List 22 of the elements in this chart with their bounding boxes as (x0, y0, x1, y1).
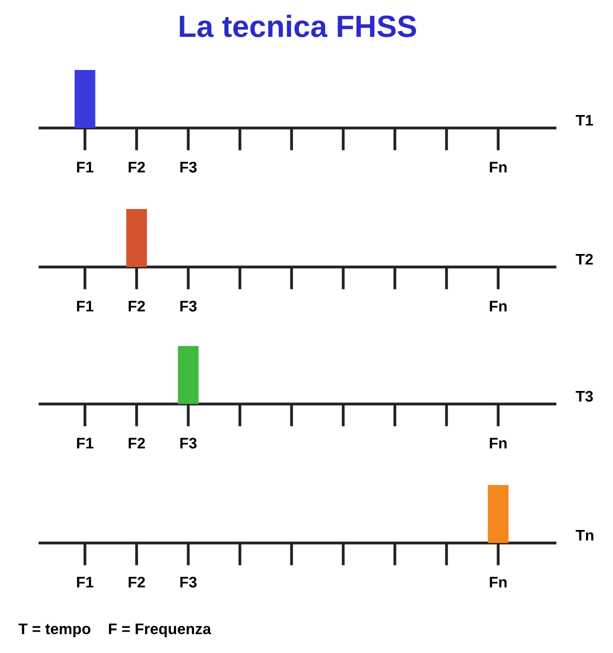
x-tick-label: F2 (128, 576, 145, 588)
x-tick-label: Fn (490, 576, 507, 588)
x-tick-label: F1 (77, 300, 94, 312)
y-axis-title: Tn (576, 530, 594, 541)
x-tick-label: Fn (490, 162, 507, 172)
x-tick-label: F2 (128, 300, 145, 312)
x-tick-label: F2 (128, 438, 145, 448)
y-axis-title: T2 (576, 254, 593, 265)
x-tick-label: F3 (180, 576, 197, 588)
text: T = tempo F = Frequenza (18, 624, 212, 638)
x-tick-label: F2 (128, 162, 145, 172)
chart-title: La tecnica FHSS (180, 14, 416, 38)
x-tick-label: F3 (180, 162, 197, 173)
x-tick-label: F3 (180, 300, 197, 312)
x-tick-label: F3 (180, 438, 197, 449)
x-tick-label: Fn (490, 300, 507, 312)
y-axis-title: T3 (576, 390, 593, 402)
x-tick-label: F1 (77, 438, 94, 448)
y-axis-title: T1 (576, 115, 594, 126)
x-tick-label: Fn (490, 438, 507, 448)
x-tick-label: F1 (77, 576, 94, 588)
x-tick-label: F1 (77, 162, 94, 172)
